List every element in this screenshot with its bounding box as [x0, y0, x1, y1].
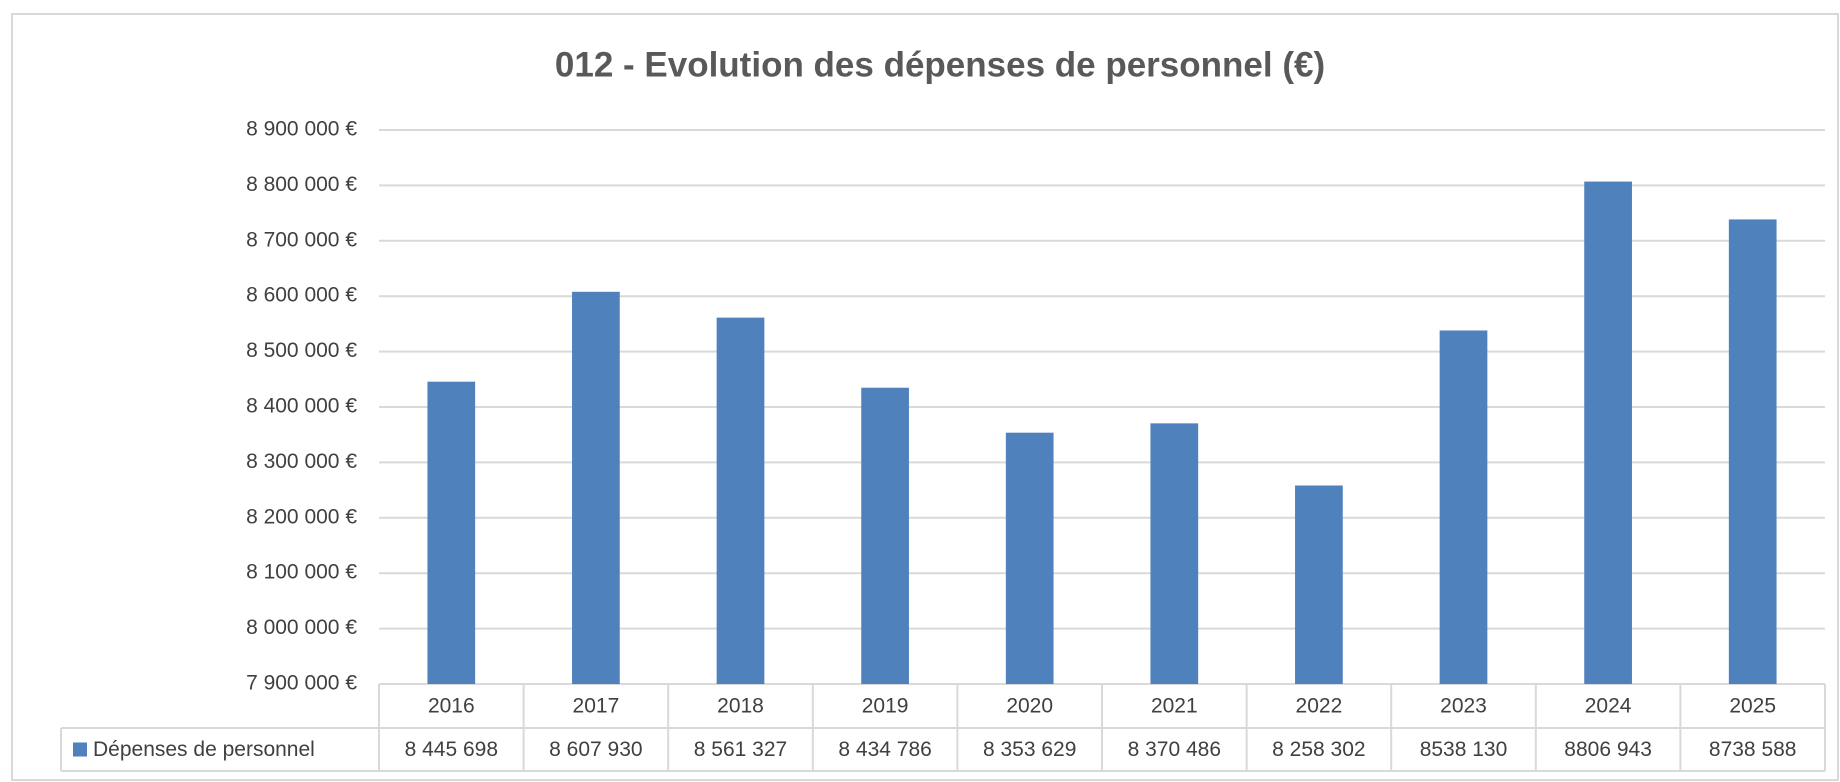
x-tick-label: 2018	[717, 695, 764, 718]
data-table-value: 8 353 629	[983, 738, 1076, 761]
data-table-value: 8738 588	[1709, 738, 1797, 761]
y-tick-label: 8 000 000 €	[246, 616, 357, 639]
y-tick-label: 8 600 000 €	[246, 284, 357, 307]
x-tick-label: 2020	[1006, 695, 1053, 718]
data-table-value: 8 434 786	[838, 738, 931, 761]
x-tick-label: 2025	[1729, 695, 1776, 718]
data-table-value: 8 370 486	[1128, 738, 1221, 761]
data-table-value: 8 561 327	[694, 738, 787, 761]
legend-label: Dépenses de personnel	[93, 738, 315, 761]
x-tick-label: 2019	[862, 695, 909, 718]
y-tick-label: 8 900 000 €	[246, 118, 357, 141]
bar	[1150, 423, 1199, 684]
chart-frame	[11, 13, 1839, 781]
x-tick-label: 2021	[1151, 695, 1198, 718]
chart-title: 012 - Evolution des dépenses de personne…	[555, 45, 1325, 84]
y-tick-label: 8 500 000 €	[246, 339, 357, 362]
data-table-value: 8 607 930	[549, 738, 642, 761]
bar	[572, 291, 620, 684]
bar	[427, 381, 476, 684]
bar	[1439, 330, 1488, 684]
data-table-value: 8538 130	[1420, 738, 1508, 761]
y-tick-label: 8 800 000 €	[246, 173, 357, 196]
bar	[861, 387, 909, 684]
data-table-value: 8806 943	[1564, 738, 1652, 761]
y-tick-label: 8 700 000 €	[246, 228, 357, 251]
bar	[1584, 181, 1632, 684]
bar	[1005, 432, 1054, 684]
y-tick-label: 7 900 000 €	[246, 672, 357, 695]
data-table-value: 8 445 698	[405, 738, 498, 761]
legend-key	[73, 742, 87, 757]
x-tick-label: 2022	[1296, 695, 1343, 718]
y-tick-label: 8 200 000 €	[246, 505, 357, 528]
x-tick-label: 2023	[1440, 695, 1487, 718]
y-tick-label: 8 300 000 €	[246, 450, 357, 473]
data-table-value: 8 258 302	[1272, 738, 1365, 761]
bar	[716, 317, 765, 684]
y-tick-label: 8 400 000 €	[246, 395, 357, 418]
x-tick-label: 2017	[573, 695, 620, 718]
y-tick-label: 8 100 000 €	[246, 561, 357, 584]
bar	[1728, 219, 1777, 684]
x-tick-label: 2016	[428, 695, 475, 718]
x-tick-label: 2024	[1585, 695, 1632, 718]
bar	[1295, 485, 1343, 684]
